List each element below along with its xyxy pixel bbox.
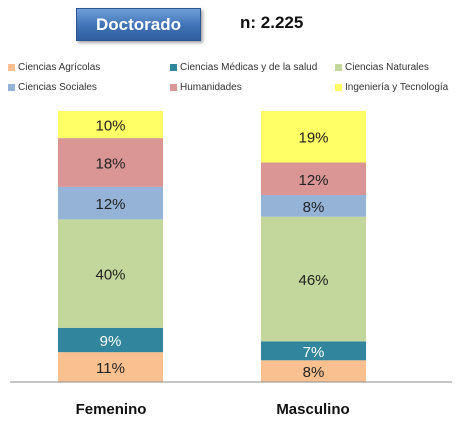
legend-swatch bbox=[170, 84, 177, 91]
data-label: 19% bbox=[298, 130, 328, 147]
legend-item-ciencias-sociales: Ciencias Sociales bbox=[8, 82, 97, 93]
data-label: 8% bbox=[303, 364, 325, 381]
data-label: 12% bbox=[95, 196, 125, 213]
legend-swatch bbox=[335, 64, 342, 71]
bar-segment-femenino-3 bbox=[58, 186, 163, 220]
bar-segment-masculino-0 bbox=[261, 360, 366, 382]
legend-label: Ingeniería y Tecnología bbox=[345, 82, 449, 93]
bar-segment-masculino-1 bbox=[261, 341, 366, 361]
data-label: 46% bbox=[298, 272, 328, 289]
bar-segment-masculino-5 bbox=[261, 111, 366, 163]
legend-label: Ciencias Naturales bbox=[345, 62, 429, 73]
legend-item-ciencias-agricolas: Ciencias Agrícolas bbox=[8, 62, 100, 73]
data-label: 18% bbox=[95, 155, 125, 172]
sample-size-label: n: 2.225 bbox=[240, 13, 304, 32]
legend-item-humanidades: Humanidades bbox=[170, 82, 242, 93]
legend-swatch bbox=[335, 84, 342, 91]
legend-swatch bbox=[170, 64, 177, 71]
data-label: 40% bbox=[95, 267, 125, 284]
data-label: 11% bbox=[96, 360, 125, 377]
bar-segment-femenino-2 bbox=[58, 219, 163, 328]
chart-title: Doctorado bbox=[76, 8, 201, 41]
bar-segment-femenino-0 bbox=[58, 352, 163, 382]
bar-segment-masculino-2 bbox=[261, 216, 366, 342]
data-label: 9% bbox=[100, 333, 122, 350]
category-label: Masculino bbox=[276, 401, 349, 418]
legend-label: Ciencias Médicas y de la salud bbox=[180, 62, 318, 73]
legend-item-ciencias-medicas: Ciencias Médicas y de la salud bbox=[170, 62, 317, 73]
data-label: 8% bbox=[303, 199, 325, 216]
bar-segment-masculino-3 bbox=[261, 195, 366, 217]
legend-label: Ciencias Agrícolas bbox=[18, 62, 101, 73]
legend: Ciencias Agrícolas Ciencias Médicas y de… bbox=[0, 60, 464, 100]
bar-segment-femenino-4 bbox=[58, 138, 163, 187]
legend-swatch bbox=[8, 64, 15, 71]
legend-item-ciencias-naturales: Ciencias Naturales bbox=[335, 62, 429, 73]
data-label: 7% bbox=[303, 344, 325, 361]
legend-label: Ciencias Sociales bbox=[18, 82, 97, 93]
legend-swatch bbox=[8, 84, 15, 91]
legend-label: Humanidades bbox=[180, 82, 242, 93]
data-label: 10% bbox=[95, 118, 125, 135]
data-label: 12% bbox=[298, 172, 328, 189]
bar-segment-masculino-4 bbox=[261, 162, 366, 196]
bar-segment-femenino-1 bbox=[58, 327, 163, 353]
legend-item-ingenieria-tecnologia: Ingeniería y Tecnología bbox=[335, 82, 448, 93]
bar-segment-femenino-5 bbox=[58, 111, 163, 139]
category-label: Femenino bbox=[76, 401, 147, 418]
